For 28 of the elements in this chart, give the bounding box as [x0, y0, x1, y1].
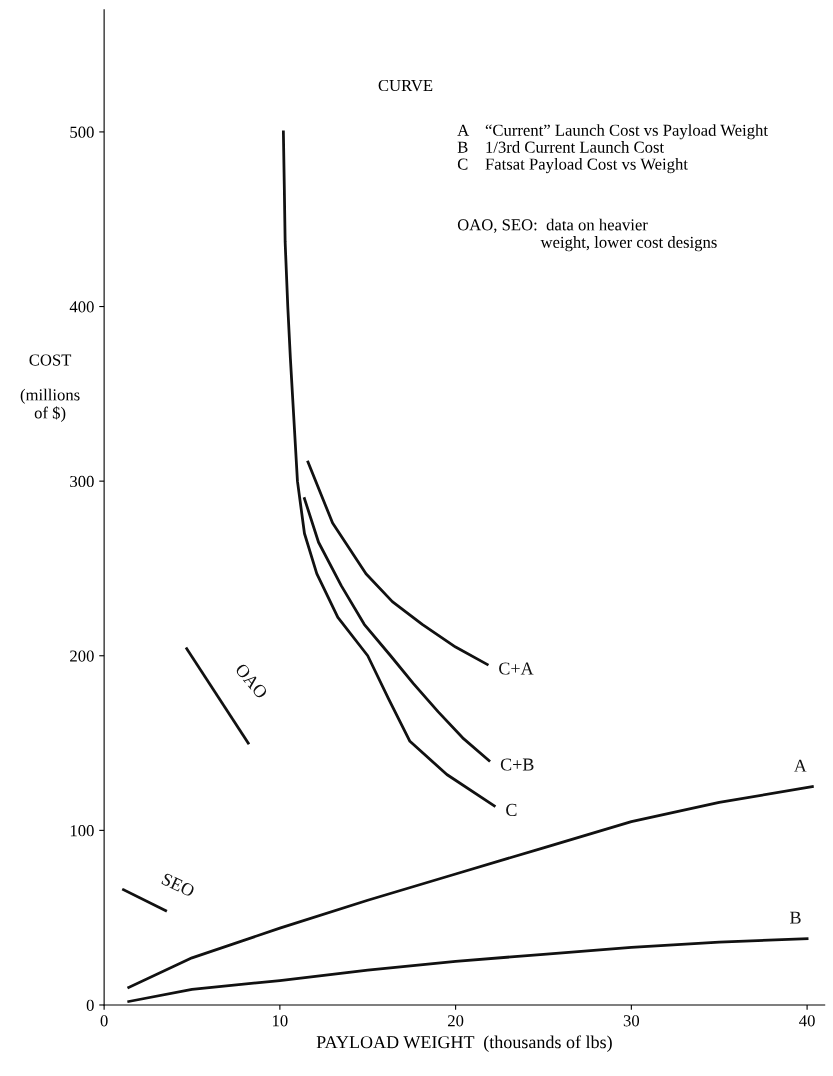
x-tick-label: 0 — [100, 1015, 108, 1027]
line-series — [303, 497, 491, 762]
y-tick-label: 300 — [70, 475, 94, 488]
x-axis-title: PAYLOAD WEIGHT (thousands of lbs) — [316, 1035, 612, 1052]
y-tick-label: 100 — [70, 825, 94, 837]
x-tick-label: 20 — [448, 1015, 464, 1027]
series-label: C+A — [499, 662, 534, 675]
series-label: C+B — [500, 758, 534, 771]
annotation: A “Current” Launch Cost vs Payload Weight — [457, 124, 768, 140]
series-label: C — [506, 803, 517, 816]
line-series — [127, 937, 809, 1003]
y-tick-label: 200 — [70, 650, 94, 662]
line-series — [127, 785, 814, 989]
x-tick-label: 30 — [623, 1015, 640, 1027]
x-tick-label: 10 — [273, 1015, 288, 1027]
y-tick-label: 0 — [86, 999, 94, 1011]
line-series — [306, 460, 489, 666]
series-label: A — [793, 759, 807, 772]
annotation: OAO, SEO: data on heavier weight, lower cost designs — [457, 218, 717, 252]
series-label: B — [790, 911, 801, 924]
annotation: CURVE — [378, 79, 433, 92]
annotation: C Fatsat Payload Cost vs Weight — [457, 157, 688, 174]
annotation: B 1/3rd Current Launch Cost — [457, 141, 665, 153]
x-tick-label: 40 — [799, 1015, 815, 1027]
y-tick-label: 400 — [69, 301, 94, 313]
text: SEO — [161, 872, 196, 898]
y-tick-label: 500 — [70, 126, 94, 138]
text: COST (millions of $) — [20, 354, 80, 422]
